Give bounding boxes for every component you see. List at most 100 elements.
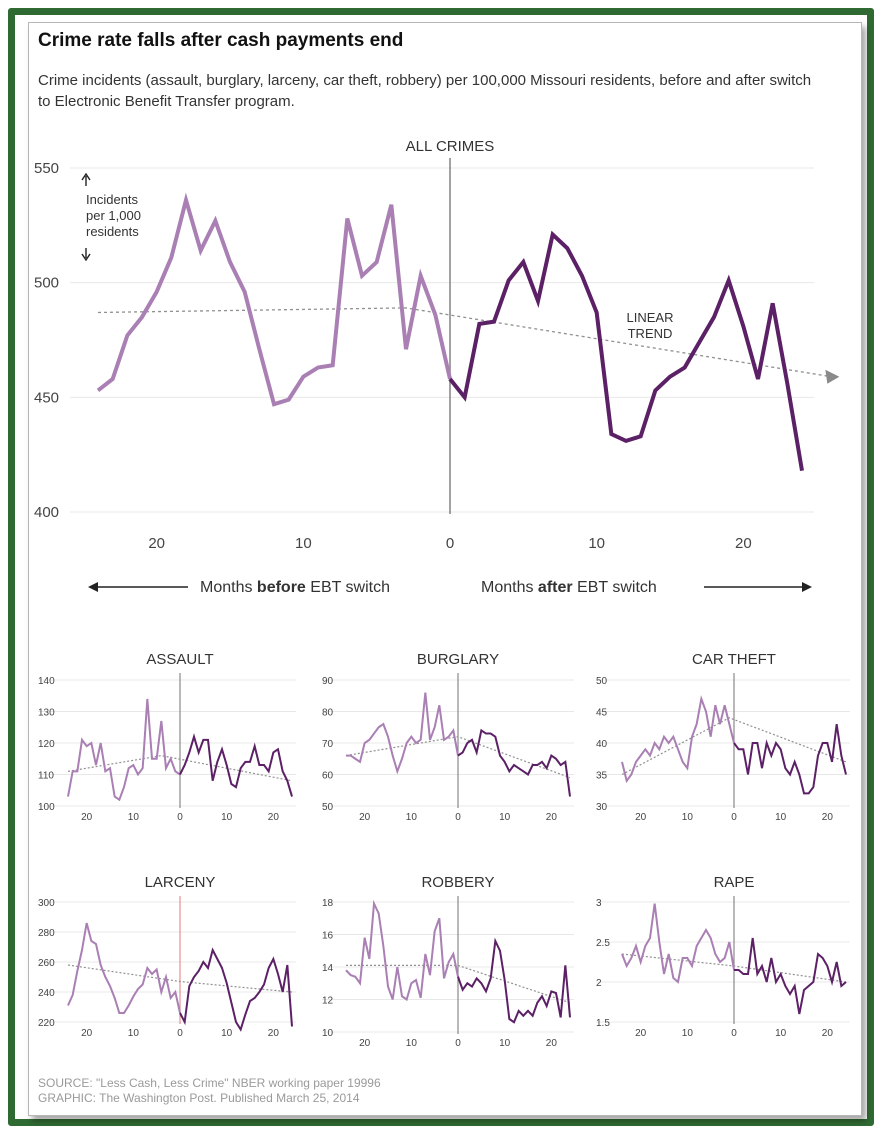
y-axis-unit-line: residents	[86, 224, 139, 239]
y-tick-label: 550	[34, 160, 59, 177]
series-line-before	[96, 192, 452, 407]
chart-car-theft: 30 35 40 45 50 20 10 0 10 20 CAR THEFT	[596, 651, 850, 823]
months-before-label: Months before EBT switch	[200, 579, 390, 596]
x-tick-label: 10	[406, 1038, 418, 1049]
y-tick-label: 140	[38, 676, 55, 687]
y-tick-label: 130	[38, 708, 55, 719]
series-line-after	[457, 937, 571, 1024]
x-tick-label: 20	[268, 812, 280, 823]
x-tick-label: 0	[731, 1028, 737, 1039]
panel-title: RAPE	[714, 874, 755, 891]
y-tick-label: 70	[322, 739, 334, 750]
y-tick-label: 220	[38, 1018, 55, 1029]
y-tick-label: 30	[596, 802, 608, 813]
x-tick-label: 20	[268, 1028, 280, 1039]
x-tick-label: 20	[359, 812, 371, 823]
x-tick-label: 20	[81, 812, 93, 823]
up-arrow-icon	[81, 172, 91, 186]
panel-title: BURGLARY	[417, 651, 499, 668]
x-tick-label: 10	[221, 1028, 233, 1039]
x-tick-label: 10	[221, 812, 233, 823]
x-tick-label: 10	[588, 535, 605, 552]
panel-title: ASSAULT	[146, 651, 213, 668]
y-tick-label: 2.5	[596, 938, 610, 949]
x-tick-label: 10	[682, 812, 694, 823]
x-tick-label: 10	[128, 1028, 140, 1039]
y-tick-label: 60	[322, 771, 334, 782]
x-tick-label: 20	[735, 535, 752, 552]
x-tick-label: 20	[546, 1038, 558, 1049]
y-tick-label: 40	[596, 739, 608, 750]
x-tick-label: 10	[775, 1028, 787, 1039]
y-tick-label: 18	[322, 898, 334, 909]
x-tick-label: 20	[546, 812, 558, 823]
series-line-before	[621, 903, 735, 984]
x-tick-label: 0	[177, 812, 183, 823]
y-tick-label: 1.5	[596, 1018, 610, 1029]
series-line-before	[67, 922, 181, 1014]
y-tick-label: 450	[34, 389, 59, 406]
y-tick-label: 300	[38, 898, 55, 909]
linear-trend-line	[346, 964, 571, 1004]
x-tick-label: 20	[81, 1028, 93, 1039]
x-tick-label: 10	[128, 812, 140, 823]
x-tick-label: 10	[775, 812, 787, 823]
x-tick-label: 0	[455, 1038, 461, 1049]
graphic-card	[28, 22, 862, 1116]
trend-arrow-head	[825, 369, 840, 384]
chart-robbery: 10 12 14 16 18 20 10 0 10 20 ROBBERY	[322, 874, 574, 1049]
y-tick-label: 2	[596, 978, 602, 989]
y-tick-label: 280	[38, 928, 55, 939]
y-tick-label: 35	[596, 771, 608, 782]
y-tick-label: 100	[38, 802, 55, 813]
series-line-before	[621, 695, 735, 784]
y-tick-label: 260	[38, 958, 55, 969]
x-tick-label: 0	[177, 1028, 183, 1039]
panel-title: LARCENY	[145, 874, 216, 891]
x-tick-label: 10	[682, 1028, 694, 1039]
chart-title: Crime rate falls after cash payments end	[38, 30, 404, 51]
source-note: SOURCE: "Less Cash, Less Crime" NBER wor…	[38, 1076, 381, 1106]
series-line-after	[179, 733, 293, 797]
x-tick-label: 0	[731, 812, 737, 823]
y-tick-label: 3	[596, 898, 602, 909]
y-tick-label: 14	[322, 963, 334, 974]
x-tick-label: 10	[499, 812, 511, 823]
y-tick-label: 16	[322, 931, 334, 942]
trend-label-line: LINEAR	[627, 310, 674, 325]
y-tick-label: 50	[322, 802, 334, 813]
chart-all-crimes: 400 450 500 550 20 10 0 10 20 ALL CRIMES LINEARTRE…	[34, 138, 840, 552]
source-line: SOURCE: "Less Cash, Less Crime" NBER wor…	[38, 1076, 381, 1090]
x-tick-label: 0	[455, 812, 461, 823]
series-line-after	[179, 947, 293, 1032]
y-tick-label: 90	[322, 676, 334, 687]
y-tick-label: 110	[38, 771, 54, 782]
y-tick-label: 500	[34, 275, 59, 292]
chart-rape: 1.5 2 2.5 3 20 10 0 10 20 RAPE	[596, 874, 850, 1039]
months-after-label: Months after EBT switch	[481, 579, 657, 596]
series-line-after	[733, 723, 847, 795]
x-tick-label: 10	[295, 535, 312, 552]
x-tick-label: 20	[359, 1038, 371, 1049]
series-line-before	[346, 692, 459, 775]
linear-trend-line	[621, 717, 847, 776]
y-tick-label: 10	[322, 1028, 334, 1039]
chart-larceny: 220 240 260 280 300 20 10 0 10 20 LARCENY	[38, 874, 296, 1039]
x-tick-label: 10	[406, 812, 418, 823]
x-tick-label: 10	[499, 1038, 511, 1049]
series-line-after	[734, 937, 847, 1015]
right-arrow-icon	[802, 582, 812, 592]
panel-title: ALL CRIMES	[406, 138, 495, 155]
outer-frame	[8, 8, 874, 1126]
y-tick-label: 80	[322, 708, 334, 719]
x-tick-label: 20	[822, 1028, 834, 1039]
down-arrow-icon	[81, 248, 91, 262]
panel-title: ROBBERY	[421, 874, 494, 891]
y-tick-label: 45	[596, 708, 608, 719]
linear-trend-line	[97, 307, 832, 378]
left-arrow-icon	[88, 582, 98, 592]
series-line-before	[67, 698, 181, 802]
y-axis-unit-line: Incidents	[86, 192, 139, 207]
series-line-after	[448, 230, 804, 472]
chart-subtitle: Crime incidents (assault, burglary, larc…	[38, 72, 812, 110]
